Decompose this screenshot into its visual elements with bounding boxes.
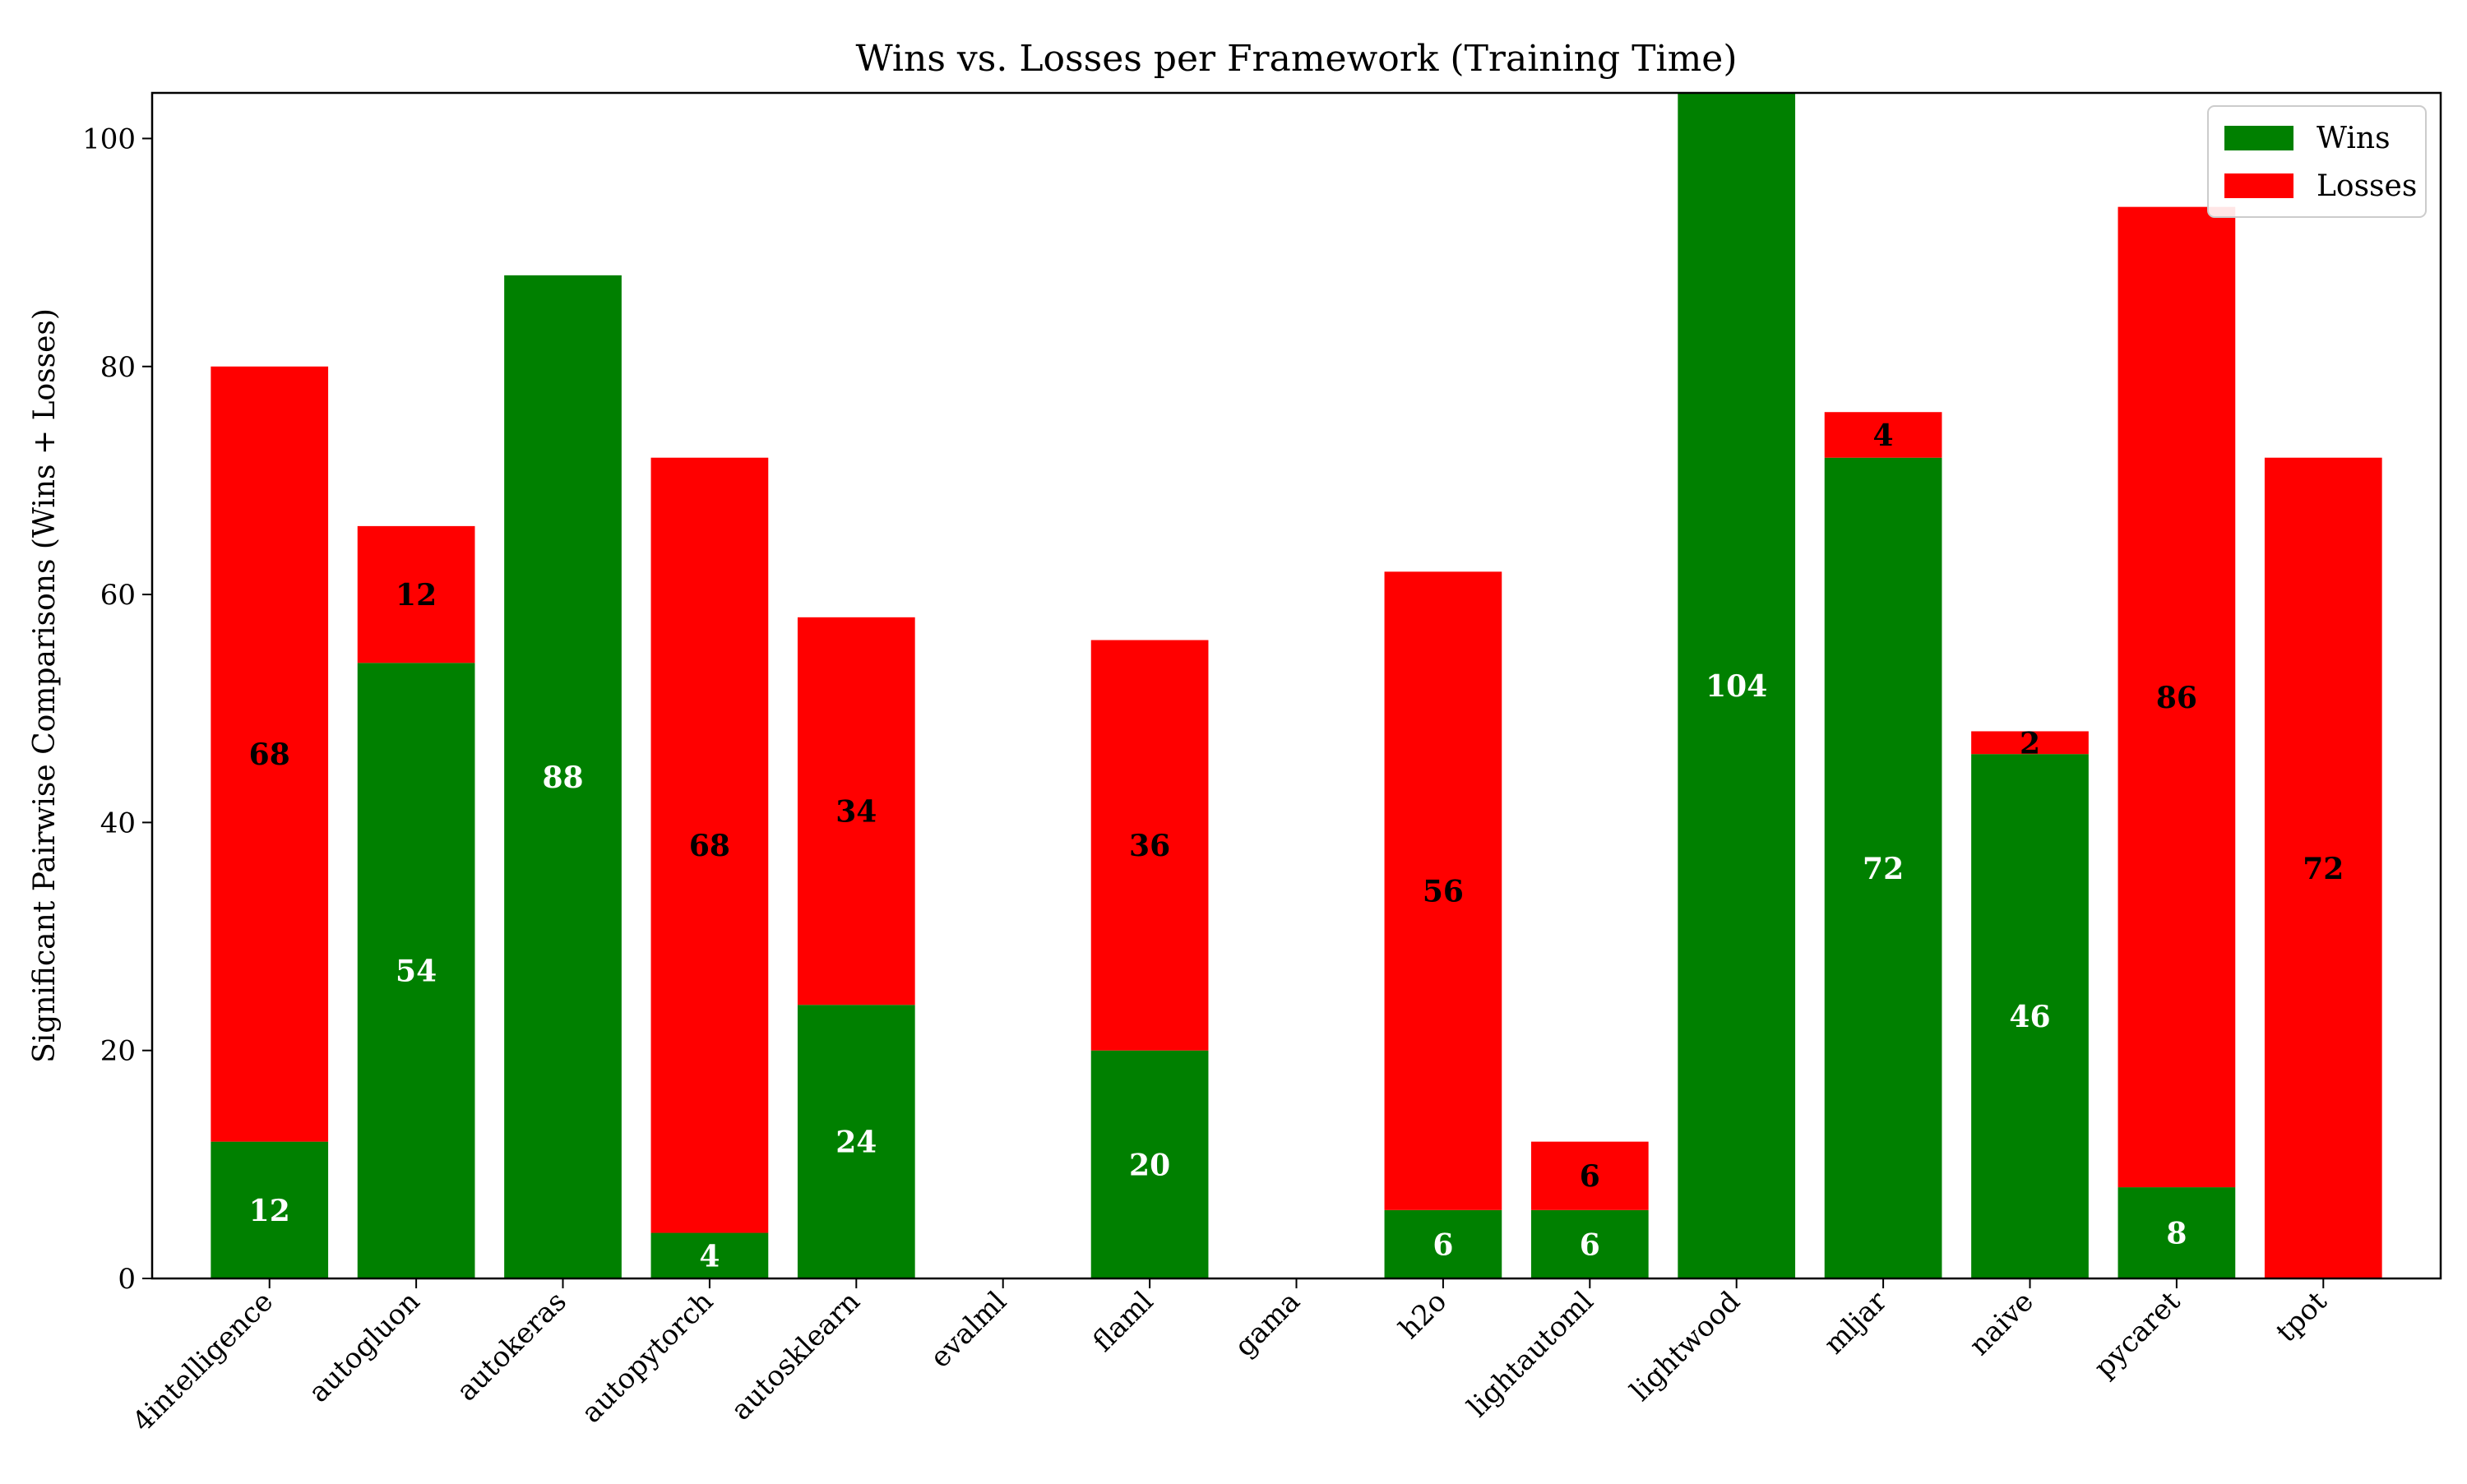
bar-losses-autogluon bbox=[357, 525, 475, 663]
y-axis: 0 20 40 60 80 100 bbox=[82, 123, 152, 1296]
bars-layer bbox=[211, 93, 2382, 1278]
bar-losses-mljar bbox=[1824, 412, 1942, 458]
x-tick-label-lightautoml: lightautoml bbox=[1461, 1285, 1600, 1424]
data-label-wins-lightautoml: 6 bbox=[1580, 1227, 1600, 1262]
bar-wins-autokeras bbox=[504, 275, 622, 1278]
data-label-wins-flaml: 20 bbox=[1129, 1148, 1170, 1182]
bar-wins-pycaret bbox=[2118, 1187, 2236, 1278]
bar-losses-autosklearn bbox=[797, 617, 915, 1006]
data-label-wins-pycaret: 8 bbox=[2166, 1217, 2187, 1251]
data-label-losses-autogluon: 12 bbox=[396, 578, 437, 613]
bar-losses-autopytorch bbox=[650, 457, 769, 1233]
x-tick-label-4intelligence: 4intelligence bbox=[127, 1285, 280, 1439]
x-tick-label-tpot: tpot bbox=[2270, 1285, 2334, 1349]
x-tick-label-h2o: h2o bbox=[1393, 1285, 1454, 1346]
x-tick-label-gama: gama bbox=[1229, 1285, 1307, 1363]
x-tick-label-lightwood: lightwood bbox=[1624, 1285, 1747, 1408]
data-label-losses-tpot: 72 bbox=[2303, 852, 2344, 886]
bar-wins-autogluon bbox=[357, 663, 475, 1278]
bar-wins-lightautoml bbox=[1530, 1209, 1649, 1278]
data-label-wins-autopytorch: 4 bbox=[699, 1239, 720, 1274]
x-tick-label-pycaret: pycaret bbox=[2088, 1285, 2187, 1385]
y-tick-label-20: 20 bbox=[100, 1035, 136, 1068]
y-tick-label-60: 60 bbox=[100, 579, 136, 612]
x-tick-label-evalml: evalml bbox=[923, 1285, 1013, 1375]
bar-wins-4intelligence bbox=[211, 1141, 329, 1278]
data-label-losses-autosklearn: 34 bbox=[835, 795, 877, 830]
legend: Wins Losses bbox=[2207, 105, 2427, 218]
bar-wins-mljar bbox=[1824, 457, 1942, 1278]
bar-losses-pycaret bbox=[2118, 206, 2236, 1188]
x-tick-label-autogluon: autogluon bbox=[303, 1285, 427, 1409]
bar-losses-flaml bbox=[1090, 640, 1209, 1051]
x-axis: 4intelligence autogluon autokeras autopytor… bbox=[127, 1278, 2334, 1439]
y-tick-label-0: 0 bbox=[118, 1263, 136, 1296]
bar-wins-lightwood bbox=[1678, 93, 1796, 1278]
y-tick-label-100: 100 bbox=[82, 123, 136, 155]
data-label-losses-h2o: 56 bbox=[1423, 875, 1464, 909]
bar-wins-flaml bbox=[1090, 1050, 1209, 1278]
x-tick-label-naive: naive bbox=[1963, 1285, 2040, 1362]
legend-swatch-losses bbox=[2224, 173, 2293, 198]
bar-losses-tpot bbox=[2264, 457, 2382, 1278]
data-label-losses-naive: 2 bbox=[2020, 726, 2040, 760]
data-label-losses-pycaret: 86 bbox=[2156, 681, 2197, 715]
bar-wins-naive bbox=[1971, 754, 2089, 1278]
x-tick-label-mljar: mljar bbox=[1817, 1285, 1894, 1361]
y-tick-label-40: 40 bbox=[100, 807, 136, 839]
data-label-wins-autogluon: 54 bbox=[396, 955, 437, 989]
data-label-wins-4intelligence: 12 bbox=[249, 1194, 290, 1228]
y-axis-label: Significant Pairwise Comparisons (Wins +… bbox=[28, 308, 62, 1063]
value-labels-layer: 12 68 54 12 88 4 68 24 34 20 36 6 56 6 6 104 72 4 46 2 8 86 72 bbox=[249, 418, 2344, 1274]
x-tick-label-autosklearn: autosklearn bbox=[724, 1285, 866, 1426]
plot-frame bbox=[150, 91, 2442, 1280]
data-label-wins-autokeras: 88 bbox=[542, 760, 583, 795]
legend-swatch-wins bbox=[2224, 126, 2293, 150]
legend-label-losses: Losses bbox=[2317, 169, 2417, 203]
x-tick-label-autokeras: autokeras bbox=[451, 1285, 573, 1408]
bar-wins-h2o bbox=[1384, 1209, 1502, 1278]
data-label-losses-flaml: 36 bbox=[1129, 829, 1170, 863]
bar-losses-naive bbox=[1971, 731, 2089, 755]
data-label-losses-autopytorch: 68 bbox=[689, 829, 730, 863]
bar-losses-h2o bbox=[1384, 571, 1502, 1210]
bar-losses-4intelligence bbox=[211, 366, 329, 1142]
y-tick-label-80: 80 bbox=[100, 351, 136, 384]
legend-label-wins: Wins bbox=[2317, 122, 2391, 155]
x-tick-label-flaml: flaml bbox=[1086, 1285, 1159, 1358]
data-label-wins-naive: 46 bbox=[2009, 1000, 2050, 1034]
data-label-wins-h2o: 6 bbox=[1433, 1227, 1453, 1262]
bar-wins-autosklearn bbox=[797, 1005, 915, 1278]
data-label-wins-lightwood: 104 bbox=[1706, 669, 1767, 704]
x-tick-label-autopytorch: autopytorch bbox=[575, 1285, 720, 1430]
data-label-losses-mljar: 4 bbox=[1873, 418, 1894, 453]
data-label-losses-4intelligence: 68 bbox=[249, 737, 290, 772]
data-label-wins-mljar: 72 bbox=[1863, 852, 1904, 886]
data-label-wins-autosklearn: 24 bbox=[835, 1126, 877, 1160]
data-label-losses-lightautoml: 6 bbox=[1580, 1159, 1600, 1194]
bar-losses-lightautoml bbox=[1530, 1141, 1649, 1210]
bar-wins-autopytorch bbox=[650, 1232, 769, 1278]
chart-title: Wins vs. Losses per Framework (Training … bbox=[855, 38, 1737, 80]
